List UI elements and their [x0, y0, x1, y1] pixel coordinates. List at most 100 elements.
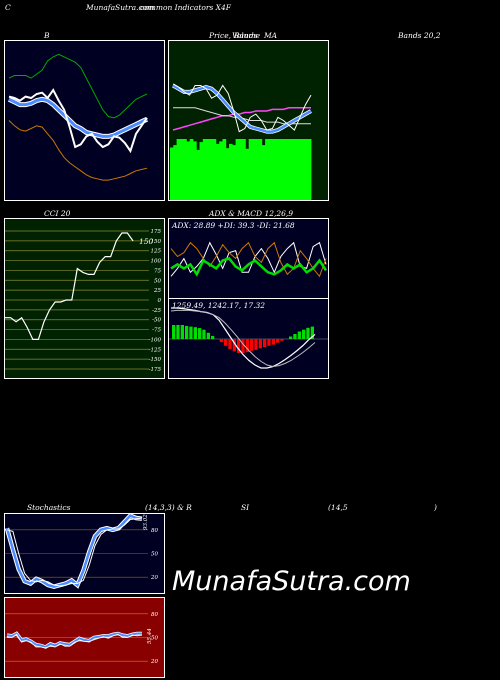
cci-tick-label: 25 — [153, 288, 161, 294]
macd-histogram-bar — [254, 339, 258, 350]
price-line — [8, 88, 148, 154]
adx-panel: ADX: 28.89 +DI: 39.3 -DI: 21.68 — [168, 218, 329, 299]
macd-histogram-bar — [267, 339, 271, 346]
volume-bar — [258, 139, 263, 200]
volume-bar — [238, 139, 243, 200]
macd-panel: 1259.49, 1242.17, 17.32 — [168, 298, 329, 379]
macd-histogram-bar — [293, 334, 297, 339]
stoch-tick-label: 80 — [151, 528, 158, 534]
volume-bar — [202, 139, 207, 200]
volume-bar — [219, 141, 223, 200]
volume-bar — [179, 139, 184, 200]
rsi-panel: 80 50 20 55.44 — [4, 597, 165, 678]
macd-histogram-bar — [302, 329, 306, 339]
macd-chart — [169, 307, 328, 369]
stoch-tick-label: 20 — [150, 575, 158, 581]
minus-di-line — [170, 241, 327, 277]
bands-title: Bands 20,2 — [398, 31, 441, 40]
cci-tick-label: 175 — [151, 229, 162, 235]
volume-bar — [209, 139, 213, 200]
macd-histogram-bar — [172, 325, 176, 339]
macd-histogram-bar — [228, 339, 232, 349]
macd-histogram-bar — [258, 339, 262, 349]
adx-chart — [170, 241, 328, 278]
macd-histogram-bar — [241, 339, 245, 353]
middle-band-line — [8, 97, 148, 138]
macd-histogram-bar — [306, 327, 310, 339]
macd-histogram-bar — [185, 325, 189, 339]
cci-tick-label: -25 — [152, 308, 161, 314]
cci-tick-label: 150 — [151, 239, 162, 245]
volume-bar — [265, 139, 269, 200]
site-title-overlap: common Indicators X4F — [140, 3, 231, 12]
cci-tick-label: -100 — [149, 337, 162, 343]
macd-histogram-bar — [237, 339, 241, 353]
rsi-tick-label: 50 — [151, 636, 158, 642]
macd-histogram-bar — [206, 332, 210, 339]
volume-bar — [297, 139, 302, 200]
bollinger-title: B — [44, 31, 50, 40]
macd-histogram-bar — [202, 329, 206, 339]
volume-bar — [304, 139, 309, 200]
volume-bar — [186, 141, 191, 200]
volume-bar — [288, 139, 292, 200]
volume-bar — [222, 139, 227, 200]
price-volume-panel — [168, 40, 329, 201]
volume-bar — [248, 139, 253, 200]
macd-histogram-bar — [276, 339, 280, 343]
cci-last-value: 150 — [139, 237, 154, 246]
plus-di-line — [170, 241, 327, 278]
volume-bar — [261, 145, 266, 200]
price-title-a: Price, — [209, 31, 232, 40]
cci-line — [5, 232, 134, 341]
macd-histogram-bar — [280, 339, 284, 341]
cci-tick-label: -50 — [152, 318, 161, 324]
stoch-params: (14,3,3) & R — [145, 503, 192, 512]
lower-band-line — [8, 120, 148, 181]
volume-bar — [242, 139, 246, 200]
cci-tick-label: -125 — [149, 347, 162, 353]
macd-histogram-bar — [176, 325, 180, 339]
stoch-last-value: 93.02 — [143, 514, 149, 530]
macd-histogram-bar — [245, 339, 249, 353]
macd-histogram-bar — [180, 325, 184, 339]
volume-bar — [193, 141, 197, 200]
adx-line — [170, 257, 328, 277]
macd-histogram-bar — [198, 328, 202, 339]
stoch-chart: 80 50 20 93.02 — [5, 514, 158, 590]
volume-bar — [255, 139, 259, 200]
volume-bar — [274, 139, 279, 200]
si-params: (14,5 — [328, 503, 348, 512]
volume-bar — [212, 139, 217, 200]
stoch-tick-label: 50 — [151, 552, 158, 558]
macd-signal-line — [170, 309, 316, 368]
price-title-overlap: Bands — [234, 31, 258, 40]
rsi-last-value: 55.44 — [147, 628, 153, 644]
volume-bar — [199, 142, 204, 200]
volume-bar — [235, 139, 240, 200]
ma-line-magenta — [172, 107, 311, 131]
close-price-line — [172, 83, 312, 133]
volume-bar — [245, 148, 250, 200]
macd-histogram-bar — [263, 339, 267, 348]
upper-band-line — [8, 53, 148, 119]
site-title: MunafaSutra.com — [86, 3, 155, 12]
macd-histogram-bar — [271, 339, 275, 345]
volume-bar — [183, 139, 187, 200]
macd-histogram-bar — [224, 339, 228, 346]
volume-bar — [173, 145, 177, 200]
cci-tick-label: 100 — [151, 259, 162, 265]
volume-bar — [284, 139, 289, 200]
adx-macd-title: ADX & MACD 12,26,9 — [209, 209, 294, 218]
volume-bar — [281, 139, 286, 200]
cci-tick-label: 50 — [154, 278, 161, 284]
cci-title: CCI 20 — [44, 209, 71, 218]
volume-bar — [170, 147, 174, 200]
macd-histogram-bar — [250, 339, 254, 351]
volume-bar — [215, 143, 220, 200]
macd-histogram-bar — [211, 335, 215, 339]
volume-bar — [252, 139, 256, 200]
volume-bar — [278, 139, 282, 200]
volume-bar — [294, 139, 299, 200]
cci-panel: 175 150 125 100 75 50 25 0 -25 -50 -75 -100 -125 -150… — [4, 218, 165, 379]
